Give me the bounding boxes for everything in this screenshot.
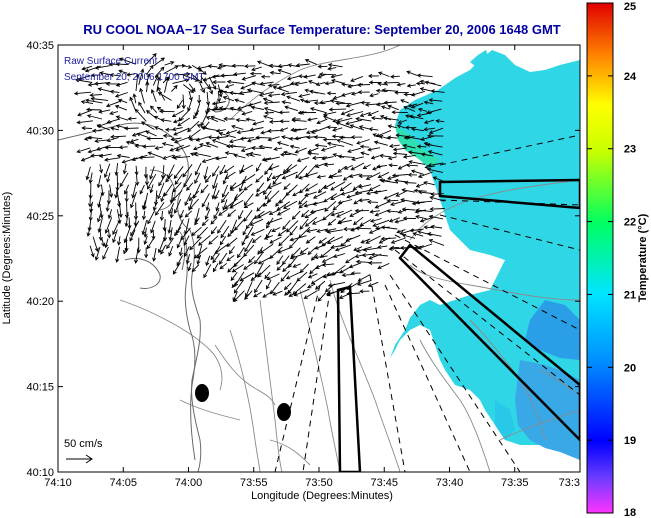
sst-water-patches — [390, 50, 580, 460]
radar-sector-lines — [274, 134, 580, 472]
x-tick-label: 73:35 — [501, 477, 529, 489]
y-tick-label: 40:10 — [26, 467, 54, 479]
x-tick-label: 73:45 — [370, 477, 398, 489]
colorbar-tick-label: 25 — [624, 1, 636, 13]
colorbar-tick-label: 23 — [624, 144, 636, 156]
x-tick-label: 74:00 — [175, 477, 203, 489]
y-tick-label: 40:35 — [26, 40, 54, 52]
y-tick-label: 40:15 — [26, 382, 54, 394]
station-markers — [195, 384, 291, 421]
scale-label: 50 cm/s — [64, 438, 103, 450]
y-tick-label: 40:25 — [26, 211, 54, 223]
station-marker-2 — [277, 403, 291, 421]
sampling-zone-north — [438, 178, 580, 210]
colorbar: 25 24 23 22 21 20 19 18 Temperature (°C) — [586, 1, 649, 518]
scale-arrow — [66, 454, 93, 464]
x-tick-label: 73:3 — [559, 477, 580, 489]
x-axis: 74:10 74:05 74:00 73:55 73:50 73:45 73:40 73:35… — [44, 45, 581, 489]
colorbar-tick-label: 20 — [624, 362, 636, 374]
colorbar-tick-label: 22 — [624, 217, 636, 229]
x-axis-label: Longitude (Degrees:Minutes) — [251, 490, 393, 502]
colorbar-tick-label: 24 — [624, 71, 637, 83]
colorbar-label: Temperature (°C) — [637, 213, 649, 302]
colorbar-gradient — [586, 2, 614, 514]
colorbar-tick-label: 21 — [624, 289, 636, 301]
sampling-zone-southeast — [398, 243, 580, 442]
map-plot-area: Raw Surface Current September 20, 2006 1… — [58, 45, 580, 472]
x-tick-label: 74:05 — [109, 477, 137, 489]
sampling-zones — [336, 178, 580, 472]
x-tick-label: 74:10 — [44, 477, 72, 489]
sampling-zone-south — [336, 285, 362, 472]
colorbar-ticks: 25 24 23 22 21 20 19 18 — [587, 1, 637, 518]
colorbar-tick-label: 19 — [624, 435, 636, 447]
legend-line-1: Raw Surface Current — [64, 56, 158, 67]
station-marker-1 — [195, 384, 209, 402]
y-axis-label: Latitude (Degrees:Minutes) — [1, 192, 13, 325]
map-title: RU COOL NOAA−17 Sea Surface Temperature:… — [83, 22, 561, 37]
y-axis: 40:35 40:30 40:25 40:20 40:15 40:10 — [26, 40, 580, 479]
y-tick-label: 40:20 — [26, 296, 54, 308]
x-tick-label: 73:55 — [240, 477, 268, 489]
surface-current-vectors — [73, 53, 445, 303]
x-tick-label: 73:40 — [436, 477, 464, 489]
y-tick-label: 40:30 — [26, 125, 54, 137]
colorbar-tick-label: 18 — [624, 507, 636, 518]
x-tick-label: 73:50 — [305, 477, 333, 489]
legend-line-2: September 20, 2006 1700 GMT — [64, 72, 205, 83]
